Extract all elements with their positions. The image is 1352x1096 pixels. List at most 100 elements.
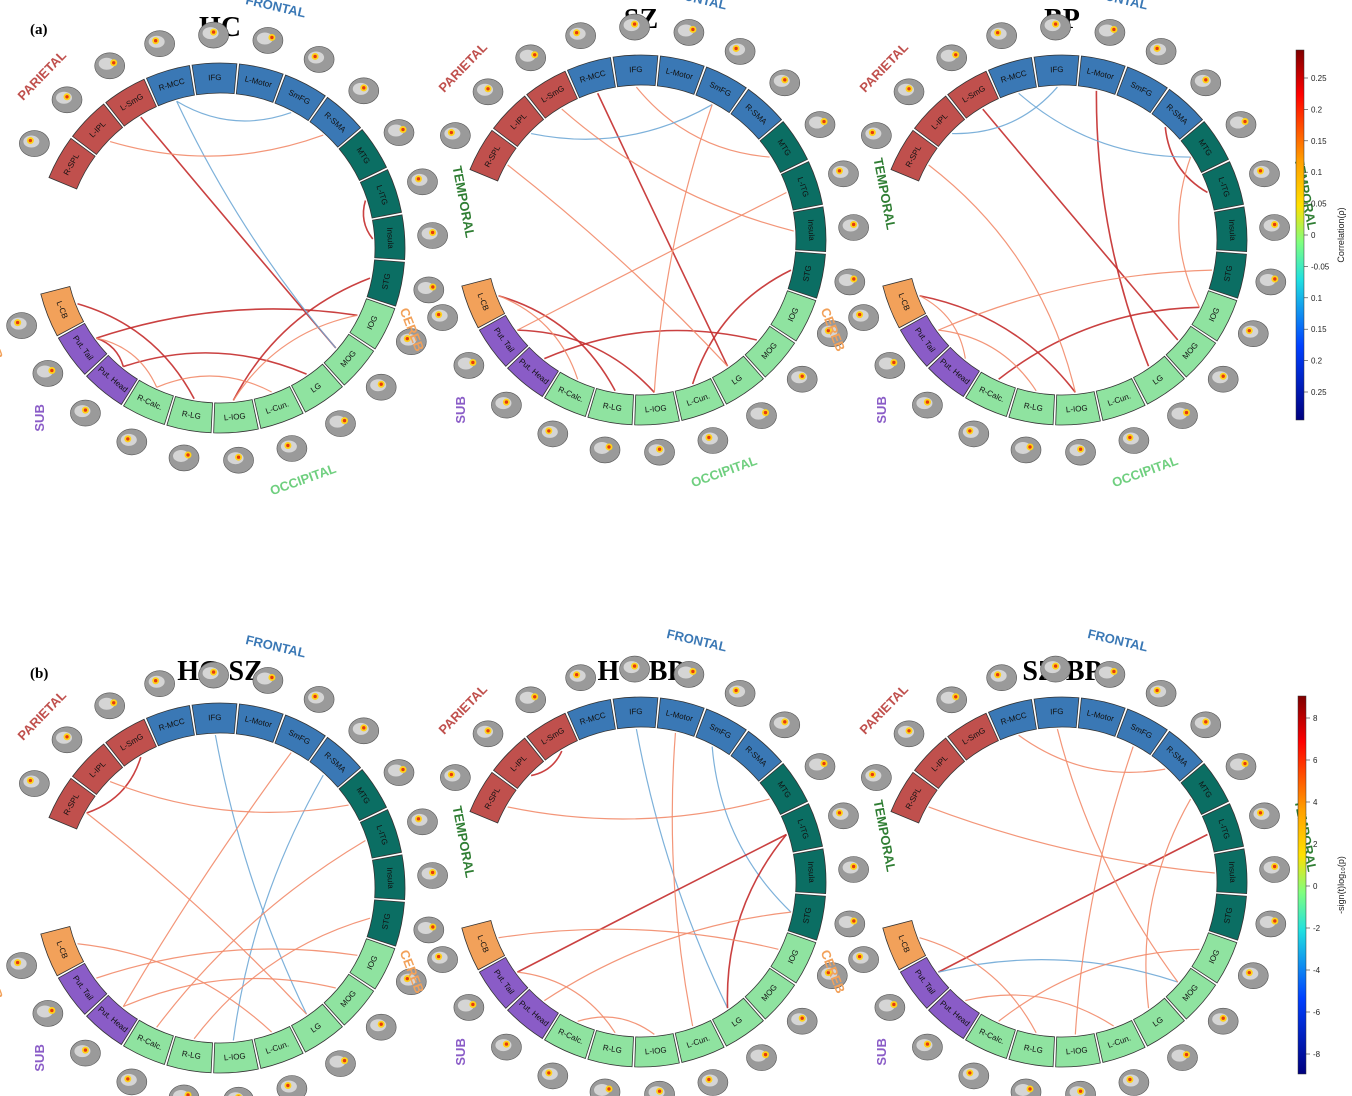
connection-chord: [140, 116, 337, 349]
ring-segment: [1033, 54, 1080, 88]
brain-map-thumbnail: [565, 22, 596, 50]
segment-label: R-LG: [602, 401, 622, 413]
ring-segment: [48, 777, 96, 830]
ring-segment: [461, 278, 506, 329]
ring-segment: [695, 708, 747, 756]
brain-map-thumbnail: [116, 428, 148, 456]
connection-chord: [176, 101, 337, 349]
ring-segment: [1214, 206, 1248, 253]
brain-map-thumbnail: [1190, 711, 1222, 739]
brain-map-thumbnail: [491, 1033, 522, 1061]
brain-map-thumbnail: [673, 19, 705, 46]
segment-label: L-IOG: [1066, 404, 1088, 415]
brain-map-thumbnail: [6, 312, 37, 339]
ring-segment: [145, 705, 195, 747]
ring-segment: [309, 96, 362, 148]
ring-segment: [1033, 696, 1080, 730]
group-label: OCCIPITAL: [1110, 453, 1180, 490]
brain-map-thumbnail: [769, 711, 801, 739]
brain-map-thumbnail: [365, 1013, 397, 1041]
brain-map-thumbnail: [1010, 1078, 1042, 1096]
ring-segment: [587, 387, 634, 426]
panel-a-letter: (a): [30, 22, 48, 38]
colorbar-tick-label: 0.15: [1311, 325, 1327, 334]
segment-label: Insula: [1227, 219, 1237, 241]
ring-segment: [1180, 121, 1230, 173]
ring-segment: [965, 371, 1016, 417]
connection-chord: [577, 1016, 655, 1035]
connection-chord: [635, 86, 770, 158]
group-label: FRONTAL: [665, 626, 728, 654]
ring-segment: [478, 956, 529, 1009]
ring-segment: [492, 95, 545, 148]
ring-segment: [1191, 932, 1238, 984]
connection-chord: [561, 108, 794, 232]
group-label: TEMPORAL: [450, 165, 478, 240]
group-label: SUB: [32, 404, 47, 431]
ring-segment: [166, 395, 213, 434]
ring-segment: [1201, 161, 1244, 211]
ring-segment: [349, 938, 396, 990]
ring-segment: [695, 66, 747, 114]
ring-segment: [1008, 1029, 1055, 1068]
colorbar-tick-label: 0.2: [1311, 105, 1323, 114]
connection-chord: [96, 337, 158, 388]
brain-map-thumbnail: [565, 664, 596, 692]
segment-label: STG: [380, 912, 392, 930]
ring-segment: [253, 385, 304, 429]
brain-map-thumbnail: [1255, 268, 1287, 296]
brain-map-thumbnail: [838, 856, 869, 883]
ring-segment: [526, 712, 578, 761]
brain-map-thumbnail: [834, 910, 866, 938]
colorbar-tick-label: 0.05: [1311, 200, 1327, 209]
ring-segment: [191, 702, 238, 736]
brain-map-thumbnail: [1259, 856, 1290, 883]
brain-map-thumbnail: [70, 1039, 101, 1067]
connection-chord: [1056, 728, 1179, 983]
connection-chord: [691, 269, 792, 385]
ring-segment: [291, 363, 343, 413]
ring-segment: [57, 322, 108, 375]
ring-segment: [145, 65, 195, 107]
brain-map-thumbnail: [724, 680, 756, 707]
brain-map-thumbnail: [958, 1062, 990, 1090]
brain-map-thumbnail: [838, 214, 869, 241]
connection-chord: [653, 104, 713, 393]
connection-chord: [711, 746, 792, 913]
ring-segment: [787, 251, 826, 299]
colorbar-tick-label: 0.15: [1311, 137, 1327, 146]
segment-label: STG: [1222, 264, 1234, 282]
colorbar-tick-label: -4: [1313, 966, 1321, 975]
colorbar-tick-label: 0.2: [1311, 357, 1323, 366]
brain-map-thumbnail: [395, 328, 427, 355]
ring-segment: [40, 286, 85, 337]
colorbar-b-title: -sign(t)log₁₀(p): [1336, 856, 1346, 914]
ring-segment: [366, 259, 405, 307]
brain-map-thumbnail: [252, 667, 284, 694]
brain-map-thumbnail: [440, 122, 471, 149]
brain-map-thumbnail: [407, 168, 438, 196]
brain-map-thumbnail: [986, 664, 1017, 692]
ring-segment: [987, 57, 1037, 99]
colorbar-correlation: 0.25 0.2 0.15 0.1 0.05 0 -0.05 0.1 0.15 0.2 0.25 C…: [1295, 49, 1346, 421]
brain-map-thumbnail: [828, 160, 859, 188]
segment-label: Insula: [806, 219, 816, 241]
connection-chord: [544, 911, 792, 1002]
segment-label: IFG: [629, 707, 643, 716]
connection-chord: [156, 839, 366, 1028]
segment-label: Insula: [385, 867, 395, 889]
brain-map-thumbnail: [936, 686, 968, 714]
brain-map-thumbnail: [144, 30, 175, 58]
brain-map-thumbnail: [70, 399, 101, 427]
ring-segment: [1165, 325, 1217, 378]
ring-segment: [890, 129, 938, 182]
group-label: FRONTAL: [665, 0, 728, 12]
connection-chord: [517, 971, 616, 1034]
brain-map-thumbnail: [1225, 111, 1257, 138]
colorbar-tick-label: 0: [1311, 231, 1316, 240]
connection-chord: [109, 780, 349, 813]
ring-segment: [469, 129, 517, 182]
brain-map-thumbnail: [1190, 69, 1222, 97]
brain-map-thumbnail: [816, 320, 848, 347]
ring-segment: [1191, 290, 1238, 342]
